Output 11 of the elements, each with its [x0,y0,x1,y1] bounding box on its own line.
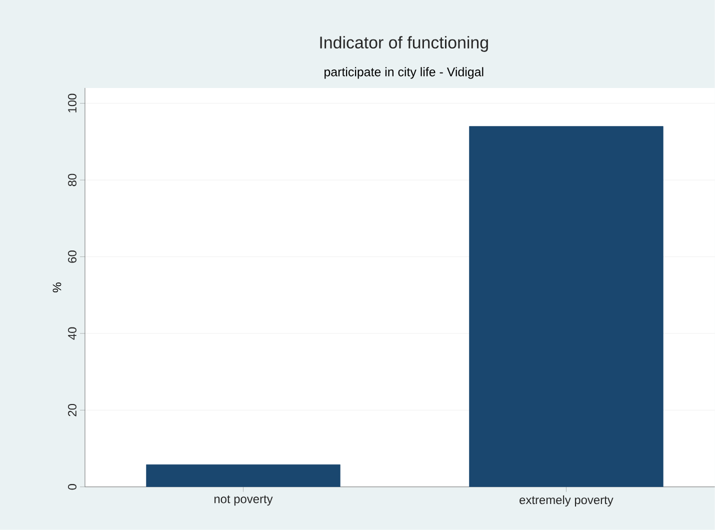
y-tick-label: 40 [68,327,76,340]
chart-title: Indicator of functioning [320,36,488,52]
chart-subtitle: participate in city life - Vidigal [324,67,484,79]
y-axis-title: % [52,282,62,292]
x-tick-label: extremely poverty [520,495,614,507]
y-tick-label: 0 [68,484,76,490]
y-tick-label: 60 [68,250,76,263]
y-tick-label: 80 [68,174,76,186]
y-tick-label: 100 [68,94,76,112]
y-tick-label: 20 [68,404,76,416]
x-tick-label: not poverty [214,495,273,506]
